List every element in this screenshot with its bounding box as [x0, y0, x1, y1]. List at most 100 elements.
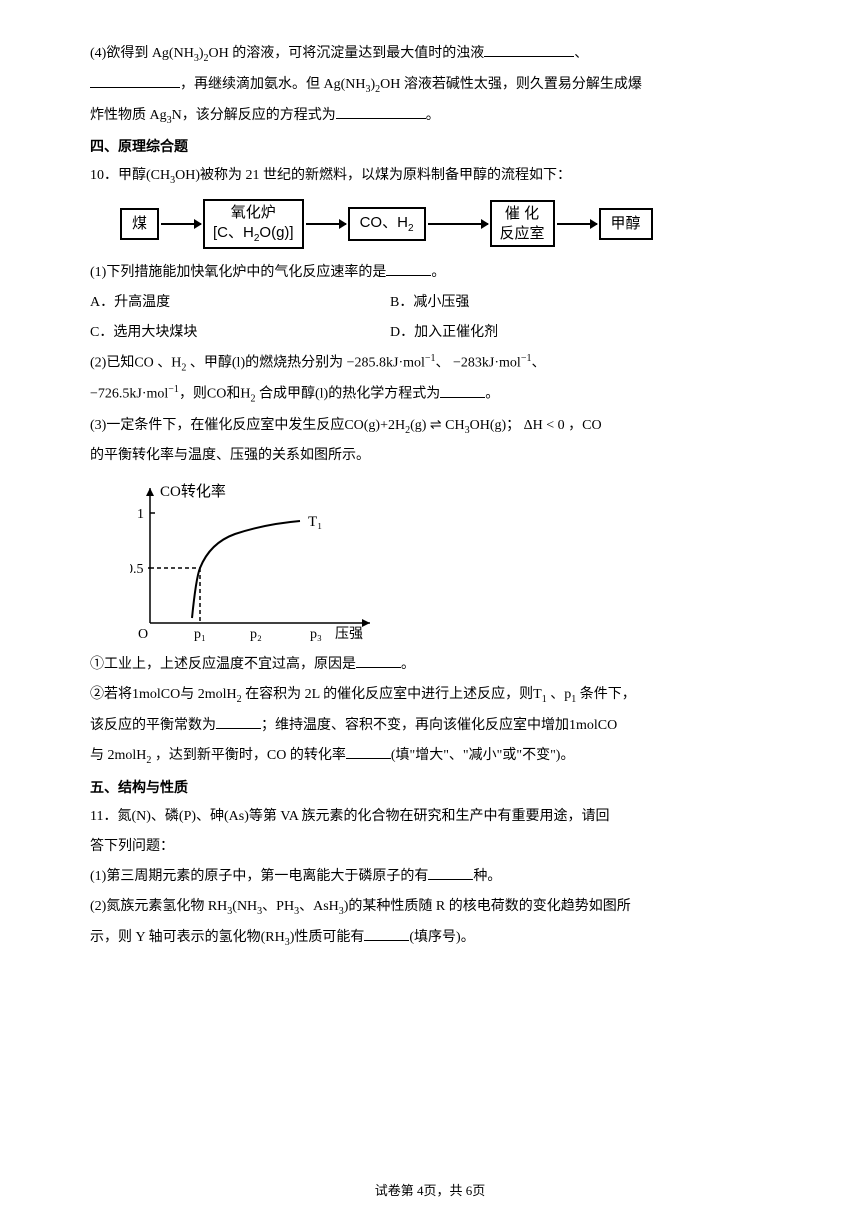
option-a: A．升高温度 — [90, 289, 390, 317]
text: ；维持温度、容积不变，再向该催化反应室中增加1molCO — [261, 718, 617, 733]
sub: 2 — [408, 223, 414, 234]
text: 反应室 — [500, 224, 545, 244]
q10-stem: 10．甲醇(CH3OH)被称为 21 世纪的新燃料，以煤为原料制备甲醇的流程如下… — [90, 162, 770, 191]
text: 10．甲醇(CH — [90, 168, 170, 183]
text: 、 — [531, 355, 545, 370]
text: )性质可能有 — [290, 930, 365, 945]
text: −726.5kJ·mol — [90, 387, 168, 402]
q10-p3-2-line2: 该反应的平衡常数为 ；维持温度、容积不变，再向该催化反应室中增加1molCO — [90, 712, 770, 740]
q11-p2-line2: 示，则 Y 轴可表示的氢化物(RH3)性质可能有(填序号)。 — [90, 924, 770, 953]
blank — [386, 262, 431, 276]
text: (g) ⇌ CH — [410, 418, 465, 433]
svg-text:0.5: 0.5 — [130, 562, 144, 577]
flow-box-catalyst: 催 化 反应室 — [490, 200, 555, 247]
text: 、 −283kJ·mol — [436, 355, 521, 370]
option-b: B．减小压强 — [390, 289, 469, 317]
q9-part4-line3: 炸性物质 Ag3N，该分解反应的方程式为。 — [90, 102, 770, 131]
option-d: D．加入正催化剂 — [390, 319, 498, 347]
text: (填序号)。 — [409, 930, 474, 945]
section5-title: 五、结构与性质 — [90, 773, 770, 801]
text: 示，则 Y 轴可表示的氢化物(RH — [90, 930, 285, 945]
text: OH(g)； ΔH < 0 ，CO — [470, 418, 602, 433]
text: (1)第三周期元素的原子中，第一电离能大于磷原子的有 — [90, 869, 428, 884]
text: [C、H — [213, 224, 254, 241]
q10-p1: (1)下列措施能加快氧化炉中的气化反应速率的是 。 — [90, 259, 770, 287]
flow-box-coal: 煤 — [120, 208, 159, 240]
text: ，再继续滴加氨水。但 Ag(NH — [180, 77, 366, 92]
q11-stem-line1: 11．氮(N)、磷(P)、砷(As)等第 VA 族元素的化合物在研究和生产中有重… — [90, 803, 770, 831]
blank — [484, 43, 574, 57]
text: [C、H2O(g)] — [213, 223, 294, 245]
blank — [346, 745, 391, 759]
page-footer: 试卷第 4页，共 6页 — [0, 1178, 860, 1204]
q10-p3-2-line3: 与 2molH2 ，达到新平衡时，CO 的转化率(填"增大"、"减小"或"不变"… — [90, 742, 770, 771]
text: 炸性物质 Ag — [90, 108, 167, 123]
sup: −1 — [168, 384, 179, 395]
text: OH 溶液若碱性太强，则久置易分解生成爆 — [380, 77, 642, 92]
q11-p1: (1)第三周期元素的原子中，第一电离能大于磷原子的有种。 — [90, 863, 770, 891]
q9-part4-line2: ，再继续滴加氨水。但 Ag(NH3)2OH 溶液若碱性太强，则久置易分解生成爆 — [90, 71, 770, 100]
text: 、AsH — [299, 899, 339, 914]
blank — [336, 105, 426, 119]
flow-arrow — [161, 223, 201, 225]
text: (2)已知CO 、H — [90, 355, 181, 370]
text: 催 化 — [500, 204, 545, 224]
text: 、PH — [262, 899, 294, 914]
text: (1)下列措施能加快氧化炉中的气化反应速率的是 — [90, 265, 386, 280]
blank — [364, 927, 409, 941]
q10-p3-2-line1: ②若将1molCO与 2molH2 在容积为 2L 的催化反应室中进行上述反应，… — [90, 681, 770, 710]
flow-arrow — [428, 223, 488, 225]
text: CO、H — [360, 214, 408, 231]
text: 在容积为 2L 的催化反应室中进行上述反应，则T — [242, 687, 542, 702]
q9-part4-line1: (4)欲得到 Ag(NH3)2OH 的溶液，可将沉淀量达到最大值时的浊液、 — [90, 40, 770, 69]
text: (NH — [232, 899, 257, 914]
q10-p3-line1: (3)一定条件下，在催化反应室中发生反应CO(g)+2H2(g) ⇌ CH3OH… — [90, 412, 770, 441]
flow-diagram: 煤 氧化炉 [C、H2O(g)] CO、H2 催 化 反应室 甲醇 — [120, 199, 770, 249]
text: 。 — [431, 265, 445, 280]
blank — [90, 74, 180, 88]
option-c: C．选用大块煤块 — [90, 319, 390, 347]
blank — [440, 384, 485, 398]
q10-p2-line2: −726.5kJ·mol−1，则CO和H2 合成甲醇(l)的热化学方程式为。 — [90, 380, 770, 409]
section4-title: 四、原理综合题 — [90, 132, 770, 160]
options-row-1: A．升高温度 B．减小压强 — [90, 289, 770, 317]
text: 该反应的平衡常数为 — [90, 718, 216, 733]
options-row-2: C．选用大块煤块 D．加入正催化剂 — [90, 319, 770, 347]
blank — [428, 866, 473, 880]
flow-arrow — [306, 223, 346, 225]
text: 。 — [426, 108, 440, 123]
q11-stem-line2: 答下列问题： — [90, 833, 770, 861]
text: O(g)] — [259, 224, 293, 241]
blank — [356, 654, 401, 668]
blank — [216, 715, 261, 729]
text: 、p — [547, 687, 572, 702]
svg-text:压强: 压强 — [335, 627, 363, 642]
svg-text:p₁: p₁ — [194, 627, 206, 642]
text: ①工业上，上述反应温度不宜过高，原因是 — [90, 657, 356, 672]
sup: −1 — [521, 353, 532, 364]
svg-text:T₁: T₁ — [308, 514, 322, 530]
text: OH 的溶液，可将沉淀量达到最大值时的浊液 — [209, 46, 485, 61]
svg-text:O: O — [138, 627, 148, 642]
svg-text:p₃: p₃ — [310, 627, 322, 642]
text: 与 2molH — [90, 748, 146, 763]
text: (4)欲得到 Ag(NH — [90, 46, 194, 61]
text: (2)氮族元素氢化物 RH — [90, 899, 227, 914]
q10-p3-line2: 的平衡转化率与温度、压强的关系如图所示。 — [90, 442, 770, 470]
q11-p2-line1: (2)氮族元素氢化物 RH3(NH3、PH3、AsH3)的某种性质随 R 的核电… — [90, 893, 770, 922]
text: ，达到新平衡时，CO 的转化率 — [151, 748, 345, 763]
q10-p3-1: ①工业上，上述反应温度不宜过高，原因是 。 — [90, 651, 770, 679]
flow-box-furnace: 氧化炉 [C、H2O(g)] — [203, 199, 304, 249]
co-conversion-chart: CO转化率 1 0.5 O T₁ p₁ p₂ p₃ 压强 — [130, 478, 390, 643]
text: N，该分解反应的方程式为 — [172, 108, 336, 123]
text: 条件下， — [576, 687, 636, 702]
text: 、甲醇(l)的燃烧热分别为 −285.8kJ·mol — [186, 355, 425, 370]
ylabel: CO转化率 — [160, 483, 226, 500]
flow-box-gas: CO、H2 — [348, 207, 426, 241]
svg-text:1: 1 — [137, 507, 144, 522]
text: 。 — [401, 657, 415, 672]
text: 。 — [485, 387, 499, 402]
text: 、 — [574, 46, 588, 61]
svg-text:p₂: p₂ — [250, 627, 262, 642]
text: (填"增大"、"减小"或"不变")。 — [391, 748, 575, 763]
